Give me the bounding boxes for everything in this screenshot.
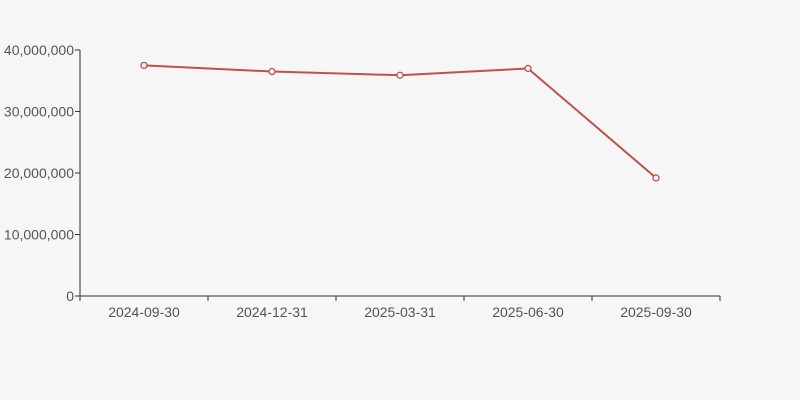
x-tick-label: 2025-03-31 — [364, 304, 436, 320]
y-tick-label: 0 — [66, 288, 74, 304]
data-point-marker[interactable] — [652, 174, 660, 182]
y-tick-label: 10,000,000 — [4, 226, 74, 242]
data-point-marker[interactable] — [140, 61, 148, 70]
data-point-marker[interactable] — [396, 71, 404, 79]
y-tick-label: 20,000,000 — [4, 165, 74, 181]
data-point-marker[interactable] — [524, 64, 532, 73]
y-tick-label: 40,000,000 — [4, 42, 74, 58]
x-tick-label: 2024-12-31 — [236, 304, 308, 320]
x-tick-label: 2025-06-30 — [492, 304, 564, 320]
x-tick-label: 2025-09-30 — [620, 304, 692, 320]
data-line — [143, 64, 657, 179]
y-tick-label: 30,000,000 — [4, 103, 74, 119]
x-tick-label: 2024-09-30 — [108, 304, 180, 320]
data-point-marker[interactable] — [268, 67, 276, 76]
